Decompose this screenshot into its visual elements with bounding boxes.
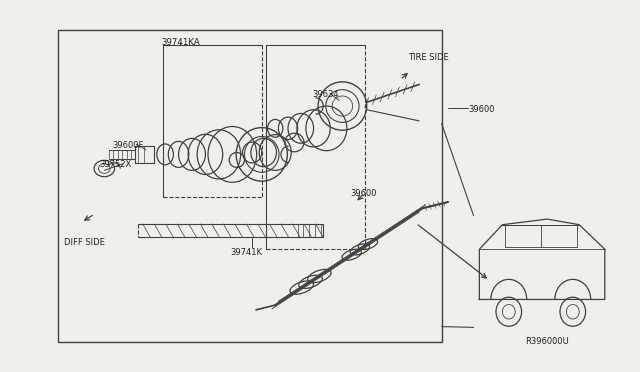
Text: DIFF SIDE: DIFF SIDE [64,238,105,247]
Text: 39752X: 39752X [99,160,131,169]
Text: TIRE SIDE: TIRE SIDE [408,53,449,62]
Text: 39600: 39600 [351,189,377,198]
Text: 39600: 39600 [468,105,495,114]
Text: 39741KA: 39741KA [161,38,200,47]
Bar [58,30,442,342]
Text: 39600F: 39600F [113,141,144,150]
Text: R396000U: R396000U [525,337,568,346]
Text: 39741K: 39741K [230,248,262,257]
Text: 39634: 39634 [312,90,339,99]
